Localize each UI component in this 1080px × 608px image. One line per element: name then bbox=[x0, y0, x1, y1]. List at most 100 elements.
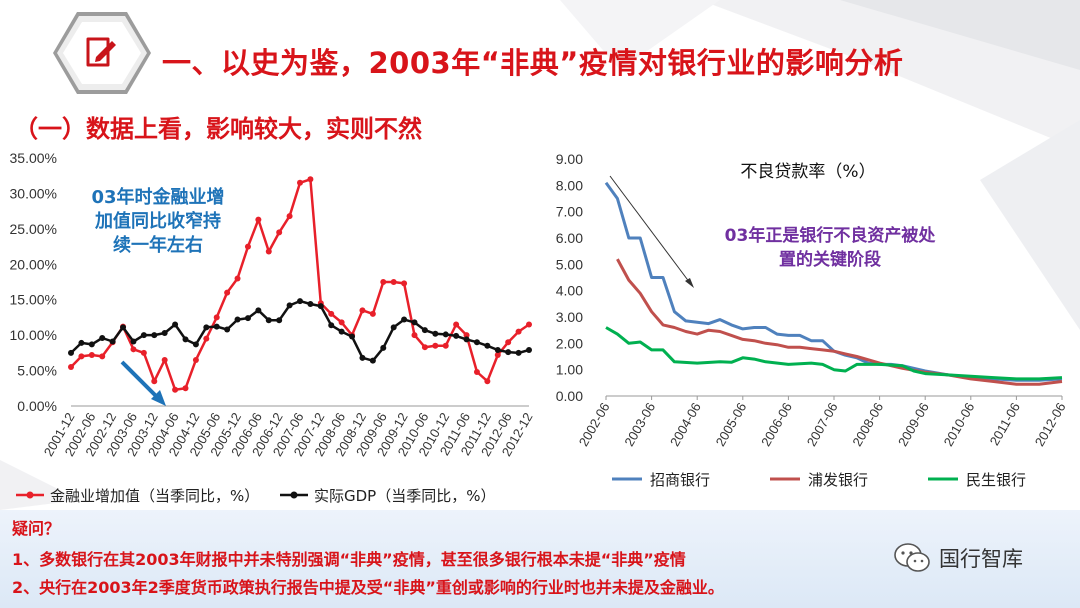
y-tick-label: 35.00% bbox=[10, 150, 57, 166]
x-tick-label: 2007-06 bbox=[804, 400, 841, 449]
x-tick-label: 2004-06 bbox=[667, 400, 704, 449]
data-point-financial bbox=[484, 378, 491, 385]
data-point-gdp bbox=[380, 344, 387, 351]
data-point-financial bbox=[182, 385, 189, 392]
data-point-financial bbox=[307, 176, 314, 183]
data-point-financial bbox=[494, 351, 501, 358]
data-point-financial bbox=[244, 243, 251, 250]
footer-line-1: 1、多数银行在其2003年财报中并未特别强调“非典”疫情，甚至很多银行根本未提“… bbox=[12, 550, 686, 569]
data-point-financial bbox=[68, 364, 74, 371]
title-badge bbox=[53, 12, 151, 94]
data-point-financial bbox=[380, 279, 387, 285]
data-point-financial bbox=[172, 386, 179, 393]
data-point-gdp bbox=[390, 324, 397, 331]
data-point-financial bbox=[328, 310, 335, 317]
data-point-gdp bbox=[203, 324, 210, 331]
data-point-financial bbox=[286, 213, 293, 220]
x-tick-label: 2008-06 bbox=[849, 400, 886, 449]
data-point-gdp bbox=[411, 319, 418, 326]
data-point-gdp bbox=[99, 334, 106, 341]
trend-arrow-shaft bbox=[609, 175, 691, 284]
y-tick-label: 2.00 bbox=[556, 335, 583, 351]
data-point-gdp bbox=[265, 317, 272, 324]
data-point-financial bbox=[161, 356, 168, 363]
y-tick-label: 8.00 bbox=[556, 177, 583, 193]
data-point-gdp bbox=[130, 338, 137, 345]
data-point-financial bbox=[276, 229, 283, 236]
data-point-financial bbox=[234, 275, 241, 282]
data-point-gdp bbox=[359, 354, 366, 361]
x-tick-label: 2009-06 bbox=[895, 400, 932, 449]
data-point-gdp bbox=[401, 316, 408, 323]
data-point-gdp bbox=[463, 336, 470, 343]
data-point-gdp bbox=[88, 341, 95, 348]
data-point-gdp bbox=[297, 298, 303, 305]
annotation-arrow-shaft bbox=[120, 360, 160, 400]
data-point-gdp bbox=[505, 349, 512, 356]
data-point-gdp bbox=[234, 316, 241, 323]
data-point-financial bbox=[265, 248, 272, 255]
data-point-gdp bbox=[255, 307, 262, 314]
data-point-financial bbox=[255, 216, 262, 223]
legend-marker bbox=[290, 491, 298, 499]
chart-title: 不良贷款率（%） bbox=[740, 162, 875, 182]
annotation-text: 03年时金融业增 bbox=[91, 186, 224, 208]
data-point-gdp bbox=[68, 349, 74, 356]
data-point-gdp bbox=[484, 342, 491, 349]
legend-label: 实际GDP（当季同比，%） bbox=[314, 487, 495, 505]
legend-label: 民生银行 bbox=[966, 471, 1026, 489]
trend-arrow-head bbox=[685, 278, 694, 288]
y-tick-label: 20.00% bbox=[10, 256, 57, 272]
y-tick-label: 6.00 bbox=[556, 230, 583, 246]
data-point-financial bbox=[515, 328, 522, 335]
data-point-gdp bbox=[140, 332, 147, 339]
x-tick-label: 2010-06 bbox=[941, 400, 978, 449]
data-point-financial bbox=[99, 353, 106, 360]
data-point-gdp bbox=[244, 315, 251, 322]
data-point-gdp bbox=[453, 332, 460, 339]
y-tick-label: 25.00% bbox=[10, 221, 57, 237]
legend-marker bbox=[26, 491, 34, 499]
data-point-financial bbox=[297, 179, 303, 186]
legend-label: 浦发银行 bbox=[808, 471, 868, 489]
data-point-financial bbox=[463, 332, 470, 339]
y-tick-label: 0.00% bbox=[17, 398, 57, 414]
series-line-spdb bbox=[616, 258, 1063, 386]
y-tick-label: 5.00% bbox=[17, 363, 57, 379]
data-point-financial bbox=[151, 378, 158, 385]
annotation-text: 03年正是银行不良资产被处 bbox=[725, 225, 937, 246]
slide-subtitle: （一）数据上看，影响较大，实则不然 bbox=[14, 115, 422, 143]
data-point-gdp bbox=[151, 332, 158, 339]
data-point-financial bbox=[442, 342, 449, 349]
data-point-gdp bbox=[317, 303, 324, 310]
charts-area: 0.00% 5.00% 10.00% 15.00% 20.00% 25.00% 30.00%… bbox=[10, 150, 1069, 505]
data-point-financial bbox=[473, 368, 480, 375]
data-point-financial bbox=[411, 332, 418, 339]
data-point-financial bbox=[432, 342, 439, 349]
data-point-gdp bbox=[172, 321, 179, 328]
data-point-gdp bbox=[120, 324, 127, 331]
data-point-financial bbox=[78, 353, 85, 360]
data-point-financial bbox=[88, 351, 95, 358]
data-point-gdp bbox=[515, 349, 522, 356]
data-point-financial bbox=[505, 339, 512, 346]
x-tick-label: 2003-06 bbox=[621, 400, 658, 449]
chart-financial-value-added: 0.00% 5.00% 10.00% 15.00% 20.00% 25.00% 30.00%… bbox=[10, 150, 536, 505]
data-point-financial bbox=[224, 289, 231, 296]
edit-note-icon bbox=[86, 37, 116, 67]
x-tick-label: 2006-06 bbox=[758, 400, 795, 449]
data-point-gdp bbox=[182, 336, 189, 343]
data-point-gdp bbox=[442, 331, 449, 338]
data-point-financial bbox=[140, 349, 147, 356]
y-tick-label: 10.00% bbox=[10, 327, 57, 343]
data-point-gdp bbox=[224, 326, 231, 333]
chart-npl-ratio: 0.00 1.00 2.00 3.00 4.00 5.00 6.00 7.00 8.00 9.00… bbox=[556, 151, 1069, 489]
annotation-text: 置的关键阶段 bbox=[779, 249, 881, 270]
data-point-financial bbox=[390, 279, 397, 285]
footer-heading: 疑问？ bbox=[12, 519, 61, 538]
data-point-gdp bbox=[473, 339, 480, 346]
annotation-text: 加值同比收窄持 bbox=[94, 210, 221, 232]
data-point-gdp bbox=[328, 322, 335, 329]
y-tick-label: 7.00 bbox=[556, 204, 583, 220]
